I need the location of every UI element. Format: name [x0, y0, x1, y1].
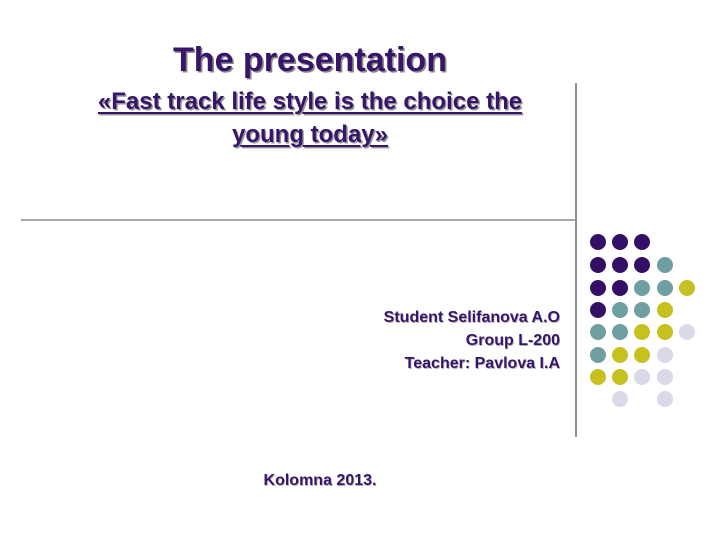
decor-dot-purple	[612, 257, 628, 273]
credits-block: Student Selifanova A.O Group L-200 Teach…	[240, 306, 560, 375]
credit-group: Group L-200	[465, 332, 560, 349]
horizontal-divider	[21, 219, 575, 221]
decor-dot-lavender	[657, 347, 673, 363]
credit-student: Student Selifanova A.O	[383, 309, 560, 326]
decor-dot-lavender	[679, 324, 695, 340]
decor-dot-lavender	[634, 369, 650, 385]
decor-dot-lavender	[657, 369, 673, 385]
decor-dot-teal	[590, 347, 606, 363]
slide-title: The presentation	[173, 41, 447, 79]
decor-dot-yellow	[590, 369, 606, 385]
decor-dot-yellow	[657, 302, 673, 318]
decor-dot-yellow	[612, 369, 628, 385]
title-block: The presentation «Fast track life style …	[40, 40, 580, 151]
decor-dot-yellow	[679, 280, 695, 296]
decor-dot-purple	[590, 234, 606, 250]
decor-dot-purple	[590, 280, 606, 296]
subtitle-line-2: young today»	[231, 121, 388, 148]
decor-dot-teal	[657, 257, 673, 273]
decor-dot-lavender	[657, 391, 673, 407]
slide-subtitle: «Fast track life style is the choice the…	[40, 85, 580, 151]
decor-dot-purple	[612, 280, 628, 296]
decor-dot-teal	[612, 302, 628, 318]
decor-dot-teal	[634, 302, 650, 318]
footer-text: Kolomna 2013.	[263, 472, 377, 489]
decor-dot-yellow	[657, 324, 673, 340]
decor-dot-teal	[590, 324, 606, 340]
decor-dot-purple	[590, 302, 606, 318]
decor-dot-teal	[657, 280, 673, 296]
decor-dot-yellow	[634, 324, 650, 340]
decor-dot-yellow	[612, 347, 628, 363]
credit-teacher: Teacher: Pavlova I.A	[404, 355, 560, 372]
vertical-divider	[575, 83, 577, 437]
decor-dot-teal	[612, 324, 628, 340]
decor-dot-purple	[634, 257, 650, 273]
decor-dot-yellow	[634, 347, 650, 363]
decor-dot-purple	[590, 257, 606, 273]
subtitle-line-1: «Fast track life style is the choice the	[97, 88, 523, 115]
decor-dot-purple	[612, 234, 628, 250]
decor-dot-lavender	[612, 391, 628, 407]
decor-dot-teal	[634, 280, 650, 296]
decor-dot-purple	[634, 234, 650, 250]
